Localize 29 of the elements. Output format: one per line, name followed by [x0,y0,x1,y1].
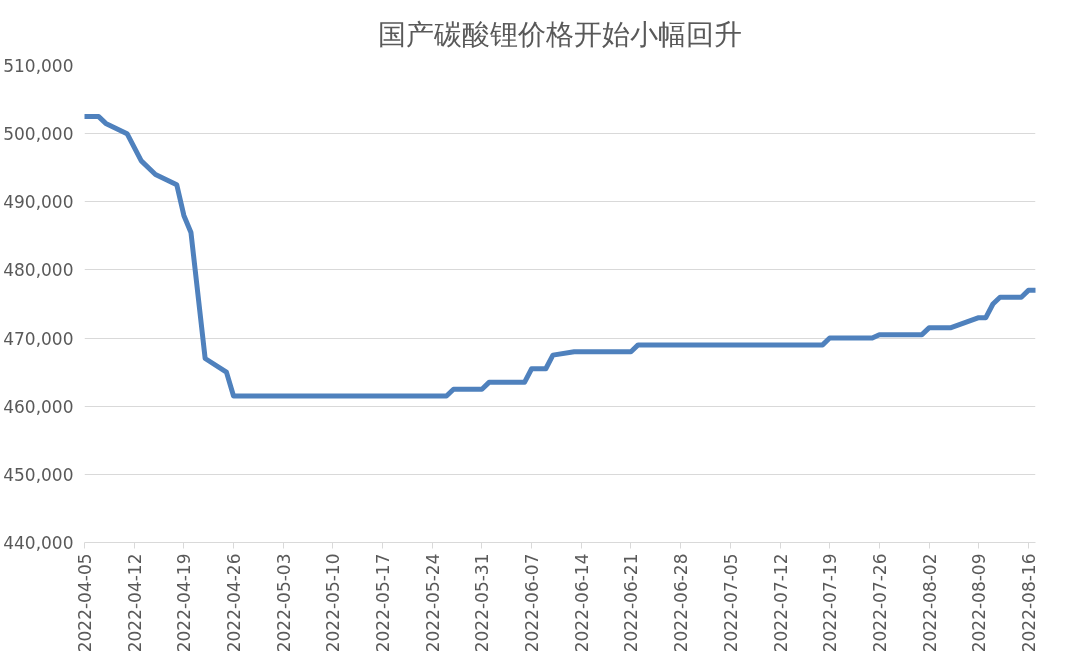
y-tick-label: 470,000 [3,328,74,349]
x-tick-label: 2022-04-05 [75,553,95,653]
x-tick-label: 2022-07-05 [720,553,741,653]
x-tick-label: 2022-06-28 [671,553,692,653]
x-tick-label: 2022-04-26 [224,553,245,653]
x-tick-label: 2022-05-03 [273,553,294,653]
x-tick-label: 2022-06-14 [571,553,592,653]
x-tick-label: 2022-08-02 [919,553,940,653]
x-tick-label: 2022-08-09 [969,553,990,653]
x-tick-label: 2022-07-26 [869,553,890,653]
x-tick-label: 2022-06-07 [522,553,543,653]
x-tick-label: 2022-06-21 [621,553,642,653]
x-tick-label: 2022-07-19 [820,553,841,653]
y-tick-label: 480,000 [3,260,74,281]
y-tick-label: 500,000 [3,124,74,145]
y-tick-label: 460,000 [3,396,74,417]
x-tick-label: 2022-05-10 [323,553,344,653]
x-tick-label: 2022-04-19 [174,553,195,653]
x-tick-label: 2022-05-31 [472,553,493,653]
chart-title: 国产碳酸锂价格开始小幅回升 [378,17,742,51]
x-tick-label: 2022-05-17 [373,553,394,653]
x-tick-label: 2022-08-16 [1018,553,1039,653]
y-tick-label: 440,000 [3,533,74,553]
y-tick-label: 510,000 [3,56,74,76]
y-tick-label: 450,000 [3,464,74,485]
x-tick-label: 2022-04-12 [124,553,145,653]
x-tick-label: 2022-07-12 [770,553,791,653]
y-tick-label: 490,000 [3,192,74,213]
x-tick-label: 2022-05-24 [422,553,443,653]
